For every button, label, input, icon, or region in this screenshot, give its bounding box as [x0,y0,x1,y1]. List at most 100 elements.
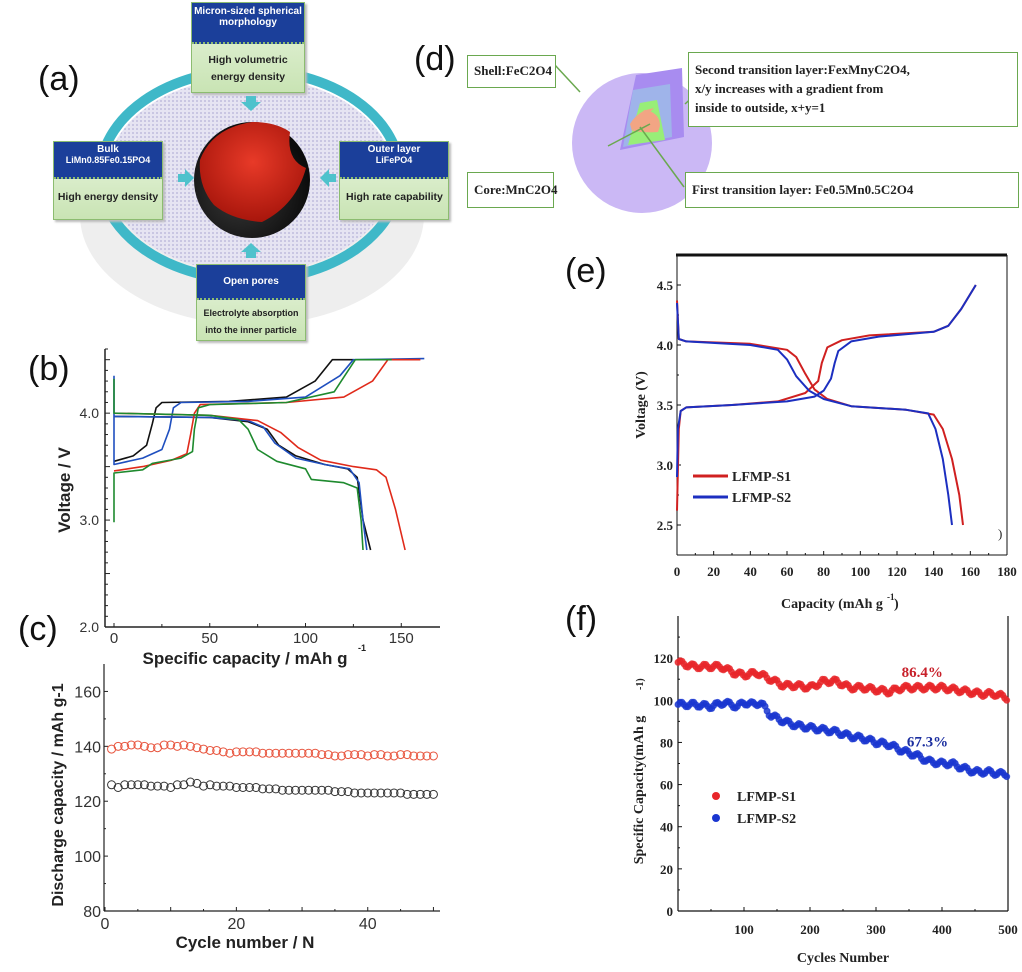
chart-c-x-tick-label: 20 [227,916,245,933]
open-pores-box: Open pores Electrolyte absorption into t… [196,264,306,341]
chart-c-point-red [396,750,406,760]
chart-e-y-tick-label: 3.0 [657,458,673,473]
chart-c-point-black [225,781,235,791]
chart-c-point-black [185,777,195,787]
chart-b-y-tick-label: 2.0 [80,619,100,635]
chart-f-annotation: 86.4% [902,665,943,681]
chart-f-legend-label: LFMP-S1 [737,790,796,805]
chart-c-point-red [376,750,386,760]
chart-e-charge-curve-LFMP-S2 [676,284,977,478]
chart-c-point-black [218,781,228,791]
chart-e-x-label-paren: ) [894,597,899,612]
chart-c-point-red [428,751,438,761]
chart-c-point-red [159,740,169,750]
second-transition-line1: Second transition layer:FexMnyC2O4, [695,62,910,77]
open-pores-body-line1: Electrolyte absorption [203,308,299,318]
morphology-header: Micron-sized spherical morphology [192,3,304,44]
chart-e-y-tick-label: 4.0 [657,338,673,353]
chart-c-point-black [376,788,386,798]
chart-c-point-black [159,781,169,791]
chart-b-charge-curve-black [113,358,354,463]
chart-c-point-red [133,740,143,750]
chart-c-point-black [139,780,149,790]
chart-c-point-black [389,788,399,798]
chart-c-point-red [126,740,136,750]
chart-c-point-black [415,789,425,799]
chart-c-point-red [146,743,156,753]
chart-e-legend-label: LFMP-S1 [732,470,791,485]
chart-c-point-black [146,781,156,791]
chart-b-y-tick-label: 3.0 [80,512,100,528]
chart-c-point-black [323,785,333,795]
shell-label: Shell:FeC2O4 [467,55,556,88]
chart-b-x-tick-label: 100 [293,630,318,647]
chart-c-x-label: Cycle number / N [176,933,315,952]
chart-c-point-red [350,750,360,760]
bulk-box: Bulk LiMn0.85Fe0.15PO4 High energy densi… [53,141,163,220]
chart-c-point-red [389,751,399,761]
chart-b-y-label: Voltage / V [55,447,74,533]
first-transition-label: First transition layer: Fe0.5Mn0.5C2O4 [685,172,1019,208]
panel-label-b: (b) [28,350,70,388]
chart-c-point-black [172,780,182,790]
core-layer [630,108,660,133]
chart-e-x-tick-label: 20 [707,564,720,579]
first-transition-label-text: First transition layer: Fe0.5Mn0.5C2O4 [692,182,914,197]
chart-c-point-black [251,783,261,792]
chart-c-point-red [179,740,189,750]
outer-layer-header-line2: LiFePO4 [375,155,413,165]
chart-e-y-tick-label: 2.5 [657,518,674,533]
chart-b: 2.0 3.0 4.0 0 50 100 150 Specific capacity / mA… [55,348,440,668]
panel-label-a: (a) [38,60,80,98]
chart-c-point-black [271,784,281,794]
chart-b-charge-curve-green [113,358,392,523]
chart-c-point-red [251,747,261,757]
chart-c: 80 100 120 140 160 0 20 40 Cycle number / N Disch… [50,664,440,952]
chart-c-point-black [350,788,360,798]
chart-c-point-red [382,751,392,761]
chart-b-charge-curve-red [113,358,421,472]
chart-c-point-red [192,743,202,753]
chart-c-point-black [284,785,294,795]
chart-c-y-tick-label: 80 [83,904,101,921]
chart-c-point-red [258,748,268,758]
chart-e-x-tick-label: 140 [924,564,944,579]
chart-c-point-black [343,787,353,797]
chart-c-point-red [271,748,281,758]
chart-e-x-label-superscript: -1 [887,592,895,602]
chart-c-y-tick-label: 100 [74,849,101,866]
chart-e-discharge-curve-LFMP-S2 [676,302,953,526]
chart-c-point-red [402,750,412,760]
chart-c-point-red [172,741,182,751]
chart-c-point-red [245,747,255,757]
open-pores-header: Open pores [197,265,305,300]
chart-c-y-tick-label: 140 [74,739,101,756]
chart-e-x-tick-label: 180 [997,564,1017,579]
chart-e-x-tick-label: 100 [851,564,871,579]
chart-c-point-black [245,783,255,792]
chart-c-point-red [284,748,294,758]
chart-e-y-label: Voltage (V) [634,371,649,439]
shell-label-text: Shell:FeC2O4 [474,63,552,78]
chart-e-x-tick-label: 160 [961,564,981,579]
chart-c-point-red [310,748,320,758]
chart-c-point-red [264,748,274,758]
chart-c-point-red [277,748,287,758]
chart-c-point-red [422,751,432,761]
chart-c-point-red [139,741,149,751]
chart-c-point-black [238,783,248,792]
chart-c-point-black [369,788,379,798]
panel-label-f: (f) [565,600,598,638]
chart-b-y-tick-label: 4.0 [80,405,100,421]
chart-c-point-red [231,747,241,757]
chart-f-x-tick-label: 200 [800,922,820,937]
chart-c-point-red [297,748,307,758]
chart-c-y-tick-label: 120 [74,794,101,811]
chart-c-y-tick-label: 160 [74,684,101,701]
chart-f-y-tick-label: 100 [654,693,674,708]
chart-b-discharge-curve-black [113,415,372,551]
chart-c-point-black [297,785,307,795]
chart-c-point-black [231,783,241,792]
chart-c-point-black [363,788,373,798]
chart-f-x-tick-label: 400 [932,922,952,937]
